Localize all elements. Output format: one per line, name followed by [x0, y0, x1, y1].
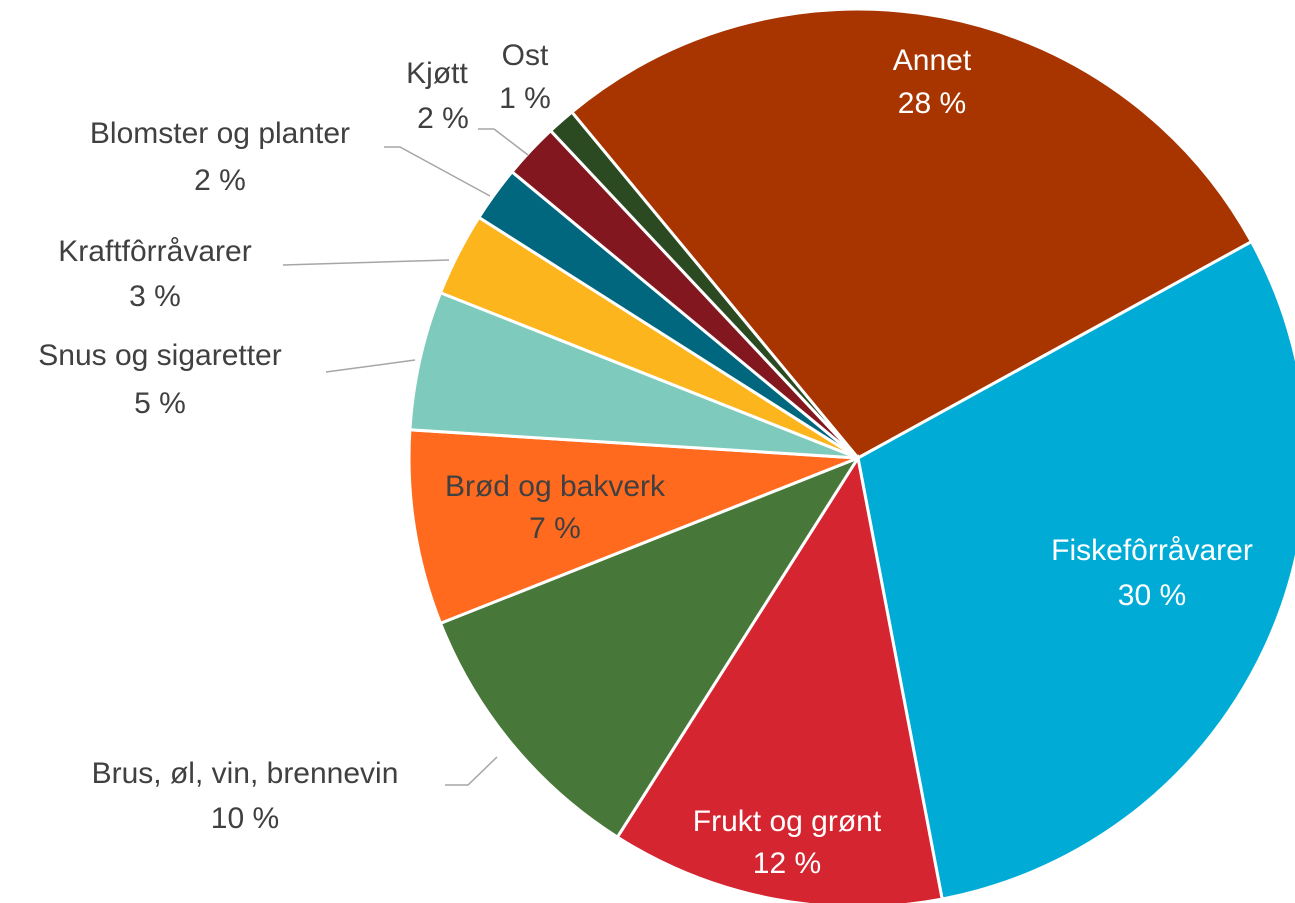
leader-line [325, 359, 416, 373]
pie-slice [548, 109, 860, 460]
slice-label: Brus, øl, vin, brennevin [92, 757, 399, 790]
slice-label: Ost [502, 39, 549, 72]
value-label: 7 % [529, 512, 581, 545]
slice-label: Fiskefôrråvarer [1051, 534, 1253, 567]
slice-label: Kjøtt [406, 57, 468, 90]
slice-label: Blomster og planter [90, 117, 350, 150]
pie-slice [438, 454, 862, 840]
pie-slice [407, 428, 859, 626]
value-label: 2 % [417, 102, 469, 135]
slice-label: Kraftfôrråvarer [58, 235, 251, 268]
value-label: 5 % [134, 387, 186, 420]
value-label: 2 % [194, 164, 246, 197]
pie-slice [615, 453, 944, 903]
slice-label: Snus og sigaretter [38, 339, 281, 372]
value-label: 10 % [211, 802, 279, 835]
value-label: 30 % [1118, 579, 1186, 612]
value-label: 3 % [129, 280, 181, 313]
leader-line [384, 146, 491, 197]
leader-line [445, 756, 498, 786]
leader-line [478, 128, 529, 156]
slice-label: Annet [893, 44, 972, 77]
leader-line [282, 259, 450, 266]
slice-label: Frukt og grønt [693, 805, 882, 838]
pie-slice [569, 7, 1254, 460]
slice-label: Brød og bakverk [445, 470, 666, 503]
value-label: 12 % [753, 847, 821, 880]
value-label: 28 % [898, 87, 966, 120]
pie-slice [856, 239, 1295, 901]
value-label: 1 % [499, 82, 551, 115]
